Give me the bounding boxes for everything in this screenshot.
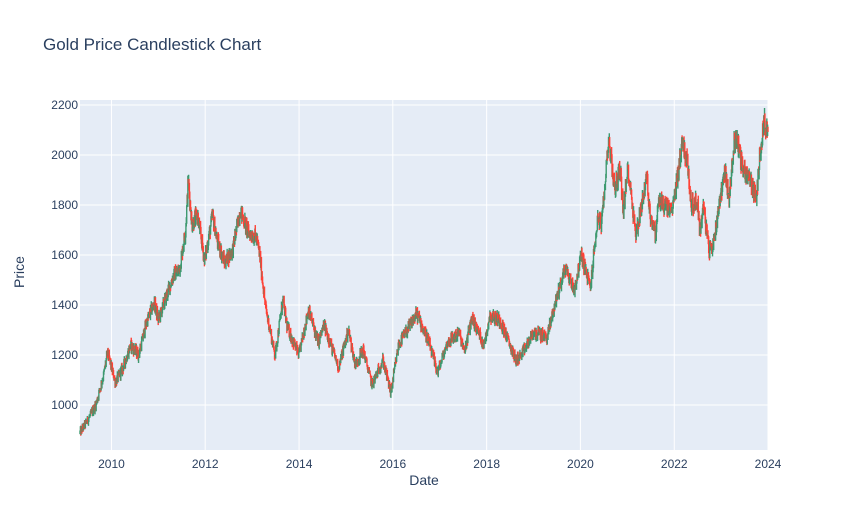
x-tick-label: 2014: [286, 457, 313, 471]
x-tick-label: 2010: [98, 457, 125, 471]
y-axis-ticks: 1000 1200 1400 1600 1800 2000 2200: [51, 98, 78, 412]
candles: [79, 107, 769, 436]
x-tick-label: 2020: [567, 457, 594, 471]
y-tick-label: 2000: [51, 148, 78, 162]
x-axis-label: Date: [409, 472, 439, 488]
plot-area: [80, 100, 768, 450]
x-tick-label: 2024: [755, 457, 782, 471]
x-tick-label: 2016: [379, 457, 406, 471]
y-tick-label: 1000: [51, 398, 78, 412]
x-tick-label: 2022: [661, 457, 688, 471]
y-tick-label: 1200: [51, 348, 78, 362]
x-axis-ticks: 2010 2012 2014 2016 2018 2020 2022 2024: [98, 457, 782, 471]
x-tick-label: 2018: [473, 457, 500, 471]
chart-title: Gold Price Candlestick Chart: [43, 35, 262, 54]
y-axis-label: Price: [11, 256, 27, 288]
y-tick-label: 1600: [51, 248, 78, 262]
y-tick-label: 1800: [51, 198, 78, 212]
y-tick-label: 2200: [51, 98, 78, 112]
x-tick-label: 2012: [192, 457, 219, 471]
y-tick-label: 1400: [51, 298, 78, 312]
grid-lines: [80, 100, 769, 450]
